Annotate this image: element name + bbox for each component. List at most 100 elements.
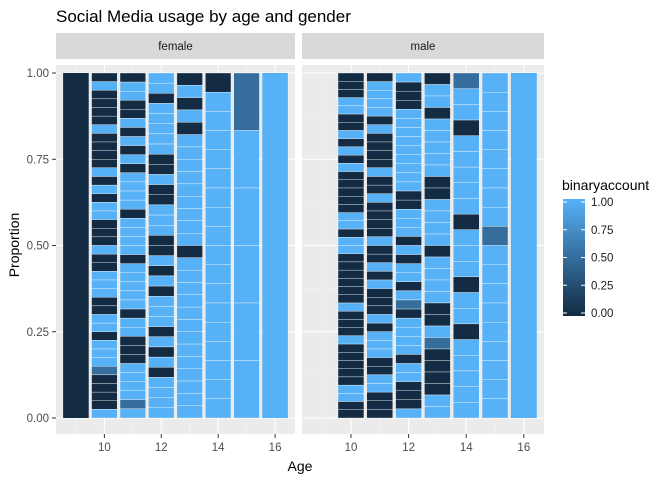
bar-segment <box>424 268 451 281</box>
bar-segment <box>337 113 365 123</box>
y-tick-label: 1.00 <box>27 68 49 80</box>
bar-segment <box>395 181 422 192</box>
bar-segment <box>91 81 118 91</box>
bar-segment <box>148 285 175 297</box>
bar-segment <box>395 118 422 128</box>
bar-segment <box>337 302 365 312</box>
bar-segment <box>395 299 422 310</box>
y-tick-label: 0.50 <box>27 241 49 253</box>
bar-segment <box>366 253 393 263</box>
bar-segment <box>395 199 422 210</box>
y-axis: 0.00 0.25 0.50 0.75 1.00 <box>27 68 56 425</box>
bar-segment <box>205 302 232 323</box>
bar-segment <box>148 377 175 388</box>
bar-segment <box>176 85 203 98</box>
x-tick-label: 10 <box>98 442 111 454</box>
bar-segment <box>205 379 232 400</box>
bar-segment <box>395 263 422 273</box>
bar-segment <box>366 322 393 332</box>
bar-segment <box>91 271 118 281</box>
bar-segment <box>91 340 118 350</box>
bar-segment <box>395 90 422 101</box>
bar-segment <box>395 136 422 146</box>
bar-segment <box>366 245 393 255</box>
bar-segment <box>366 202 393 212</box>
bar-segment <box>176 294 203 308</box>
bar-segment <box>453 88 480 105</box>
bar-segment <box>148 245 175 256</box>
bar-segment <box>395 336 422 346</box>
bar-segment <box>481 111 509 131</box>
bar-age-13 <box>424 72 451 419</box>
legend-label: 0.25 <box>591 280 613 292</box>
bar-segment <box>119 127 146 137</box>
bar-age-12 <box>148 72 175 419</box>
bar-segment <box>205 360 232 380</box>
bar-segment <box>424 95 451 108</box>
bar-segment <box>337 179 365 189</box>
bar-segment <box>395 290 422 301</box>
bar-segment <box>424 72 451 85</box>
bar-segment <box>148 306 175 317</box>
bar-segment <box>424 107 451 120</box>
bar-segment <box>395 281 422 292</box>
bar-segment <box>424 130 451 143</box>
bar-segment <box>395 209 422 219</box>
bar-segment <box>337 278 365 287</box>
bar-segment <box>91 150 118 160</box>
facet-strip-label: male <box>411 41 436 53</box>
bar-segment <box>119 272 146 282</box>
bar-segment <box>366 348 393 358</box>
bar-segment <box>337 245 365 254</box>
bar-segment <box>337 171 365 180</box>
x-tick-label: 12 <box>155 442 168 454</box>
bar-segment <box>481 245 509 265</box>
bar-segment <box>366 383 393 393</box>
bar-segment <box>176 97 203 111</box>
bar-segment <box>233 360 260 419</box>
bar-age-15 <box>233 72 260 419</box>
bar-segment <box>148 194 175 206</box>
bar-segment <box>337 105 365 115</box>
bar-segment <box>366 115 393 125</box>
bar-segment <box>337 97 365 107</box>
bar-segment <box>337 327 365 337</box>
bar-segment <box>119 118 146 128</box>
bar-segment <box>148 154 175 165</box>
bar-segment <box>205 111 232 131</box>
x-tick-label: 14 <box>460 442 473 454</box>
bar-segment <box>233 187 260 246</box>
bar-segment <box>148 123 175 135</box>
bar-segment <box>453 292 480 309</box>
bar-segment <box>148 397 175 409</box>
bar-segment <box>148 265 175 277</box>
bar-segment <box>395 190 422 201</box>
bar-segment <box>148 326 175 337</box>
bar-segment <box>91 374 118 384</box>
bar-segment <box>91 159 118 169</box>
bar-segment <box>176 220 203 234</box>
bar-age-11 <box>119 72 146 419</box>
bar-segment <box>366 159 393 169</box>
bar-segment <box>91 245 118 255</box>
bar-segment <box>176 109 203 123</box>
bar-segment <box>453 370 480 387</box>
bar-segment <box>337 409 365 419</box>
bar-segment <box>481 168 509 189</box>
bar-segment <box>91 391 118 401</box>
bar-segment <box>337 343 365 353</box>
bar-segment <box>91 107 118 117</box>
bar-segment <box>395 236 422 246</box>
bar-segment <box>337 138 365 148</box>
bar-segment <box>91 297 118 307</box>
bar-segment <box>366 279 393 289</box>
bar-segment <box>148 82 175 94</box>
bar-segment <box>119 190 146 201</box>
bar-segment <box>424 164 451 177</box>
bar-segment <box>205 149 232 170</box>
bar-segment <box>337 204 365 213</box>
bar-segment <box>424 360 451 373</box>
bar-segment <box>366 357 393 367</box>
bar-segment <box>510 73 537 418</box>
bar-segment <box>148 225 175 236</box>
